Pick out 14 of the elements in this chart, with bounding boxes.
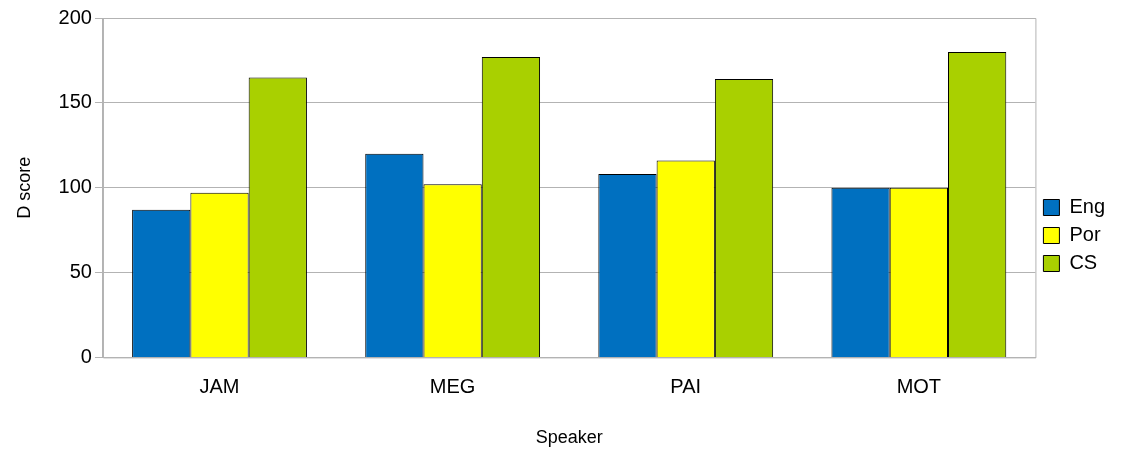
y-tick-label: 100 bbox=[58, 175, 92, 198]
x-tick-label: MEG bbox=[429, 374, 476, 397]
x-tick-label: PAI bbox=[670, 374, 702, 397]
legend-label: Eng bbox=[1069, 195, 1106, 218]
y-tick-label: 50 bbox=[69, 260, 92, 283]
x-tick-label: JAM bbox=[199, 374, 240, 397]
x-tick-label: MOT bbox=[896, 374, 942, 397]
y-tick-label: 200 bbox=[58, 5, 92, 28]
y-tick-label: 150 bbox=[58, 90, 92, 113]
y-axis-title: D score bbox=[13, 156, 34, 219]
y-tick-label: 0 bbox=[80, 344, 92, 367]
x-axis-title: Speaker bbox=[535, 427, 603, 448]
legend-label: Por bbox=[1069, 223, 1101, 246]
legend-label: CS bbox=[1069, 251, 1098, 274]
